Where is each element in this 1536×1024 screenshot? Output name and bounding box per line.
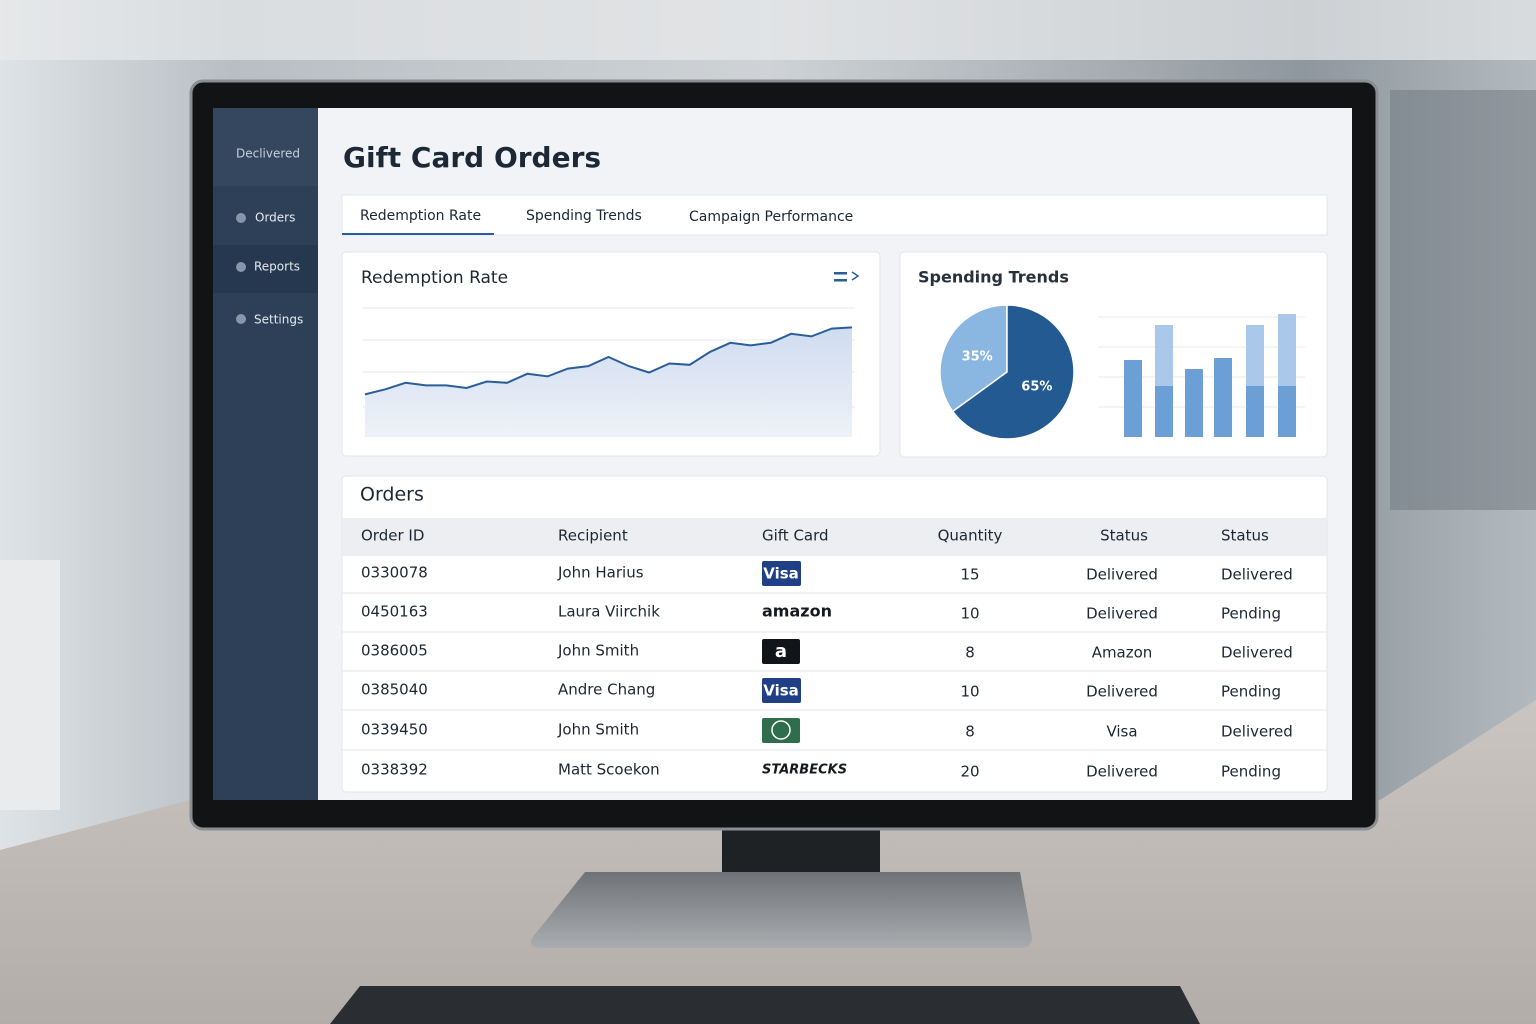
cell: 8 <box>965 723 975 741</box>
column-header: Gift Card <box>762 527 829 545</box>
cell: 0385040 <box>361 681 428 699</box>
card-logo <box>762 678 801 703</box>
card-logo <box>762 639 800 664</box>
bar <box>1185 369 1203 437</box>
tab-underline <box>342 233 494 235</box>
column-header: Quantity <box>938 527 1003 545</box>
table-header <box>342 518 1327 556</box>
icon-arrow <box>851 271 860 281</box>
brand: Declivered <box>236 147 300 161</box>
cell: John Smith <box>557 642 639 660</box>
monitor-base <box>531 872 1032 948</box>
card-title: Orders <box>360 484 424 506</box>
bar <box>1155 386 1173 437</box>
cell: Pending <box>1221 605 1281 623</box>
icon <box>236 314 246 324</box>
keyboard <box>330 986 1200 1024</box>
bar <box>1278 386 1296 437</box>
cell: John Harius <box>557 564 644 582</box>
tab-bar <box>341 194 1328 236</box>
bar <box>1246 325 1264 386</box>
cell: 20 <box>960 763 979 781</box>
bar <box>1278 314 1296 386</box>
tab[interactable]: Redemption Rate <box>360 208 481 224</box>
tab[interactable]: Spending Trends <box>526 208 642 224</box>
sidebar-brand-area <box>213 108 318 186</box>
cell: 10 <box>960 605 979 623</box>
page-title: Gift Card Orders <box>343 141 601 174</box>
sidebar <box>213 108 318 800</box>
card-title: Redemption Rate <box>361 268 508 288</box>
cell: 10 <box>960 683 979 701</box>
logo-emblem <box>771 720 791 740</box>
tab[interactable]: Campaign Performance <box>689 209 853 225</box>
icon-bar <box>834 272 847 275</box>
window <box>1390 90 1536 510</box>
cell: Pending <box>1221 763 1281 781</box>
nav-item[interactable]: Settings <box>254 313 303 327</box>
card-logo <box>762 718 800 743</box>
bar <box>1214 358 1232 437</box>
pie-slice <box>951 304 1075 440</box>
column-header: Order ID <box>361 527 424 545</box>
bar <box>1246 386 1264 437</box>
cell: Delivered <box>1221 566 1293 584</box>
cell: 0338392 <box>361 761 428 779</box>
card-logo <box>762 561 801 586</box>
cell: 0339450 <box>361 721 428 739</box>
pie-slice <box>939 304 1008 413</box>
card-title: Spending Trends <box>918 268 1069 287</box>
cell: 15 <box>960 566 979 584</box>
cell: Pending <box>1221 683 1281 701</box>
cell: 8 <box>965 644 975 662</box>
bar <box>1124 360 1142 437</box>
cell: 0450163 <box>361 603 428 621</box>
column-header: Recipient <box>558 527 628 545</box>
icon <box>236 262 246 272</box>
cell: Delivered <box>1086 683 1158 701</box>
column-header: Status <box>1221 527 1269 545</box>
gift-card: Visa <box>763 682 799 700</box>
cell: Visa <box>1106 723 1137 741</box>
cell: Delivered <box>1086 763 1158 781</box>
line-area <box>365 327 852 437</box>
nav-item[interactable]: Reports <box>254 260 300 274</box>
expand-icon[interactable] <box>834 271 860 282</box>
charts: 35% 65% <box>364 304 1296 440</box>
cell: 0386005 <box>361 642 428 660</box>
cell: Matt Scoekon <box>558 761 660 779</box>
orders-table: Order ID Recipient Gift Card Quantity Status… <box>342 527 1327 781</box>
line <box>364 326 853 396</box>
gift-card: Visa <box>763 565 799 583</box>
sidebar-active <box>213 245 318 293</box>
cell: Amazon <box>1092 644 1153 662</box>
pie-label: 65% <box>1021 380 1052 395</box>
icon <box>236 213 246 223</box>
cabinet <box>0 560 60 810</box>
cell: Laura Viirchik <box>558 603 660 621</box>
cell: Delivered <box>1221 723 1293 741</box>
column-header: Status <box>1100 527 1148 545</box>
pie-label: 35% <box>962 349 993 364</box>
icon-bar <box>834 279 847 282</box>
cell: Delivered <box>1221 644 1293 662</box>
gift-card: amazon <box>762 602 832 621</box>
ceiling <box>0 0 1536 60</box>
cell: Andre Chang <box>558 681 655 699</box>
cell: John Smith <box>557 721 639 739</box>
nav-item[interactable]: Orders <box>255 211 295 225</box>
cell: Delivered <box>1086 566 1158 584</box>
bar <box>1155 325 1173 386</box>
cell: Delivered <box>1086 605 1158 623</box>
cell: 0330078 <box>361 564 428 582</box>
gift-card: a <box>775 641 787 662</box>
gift-card: STARBECKS <box>762 763 847 778</box>
